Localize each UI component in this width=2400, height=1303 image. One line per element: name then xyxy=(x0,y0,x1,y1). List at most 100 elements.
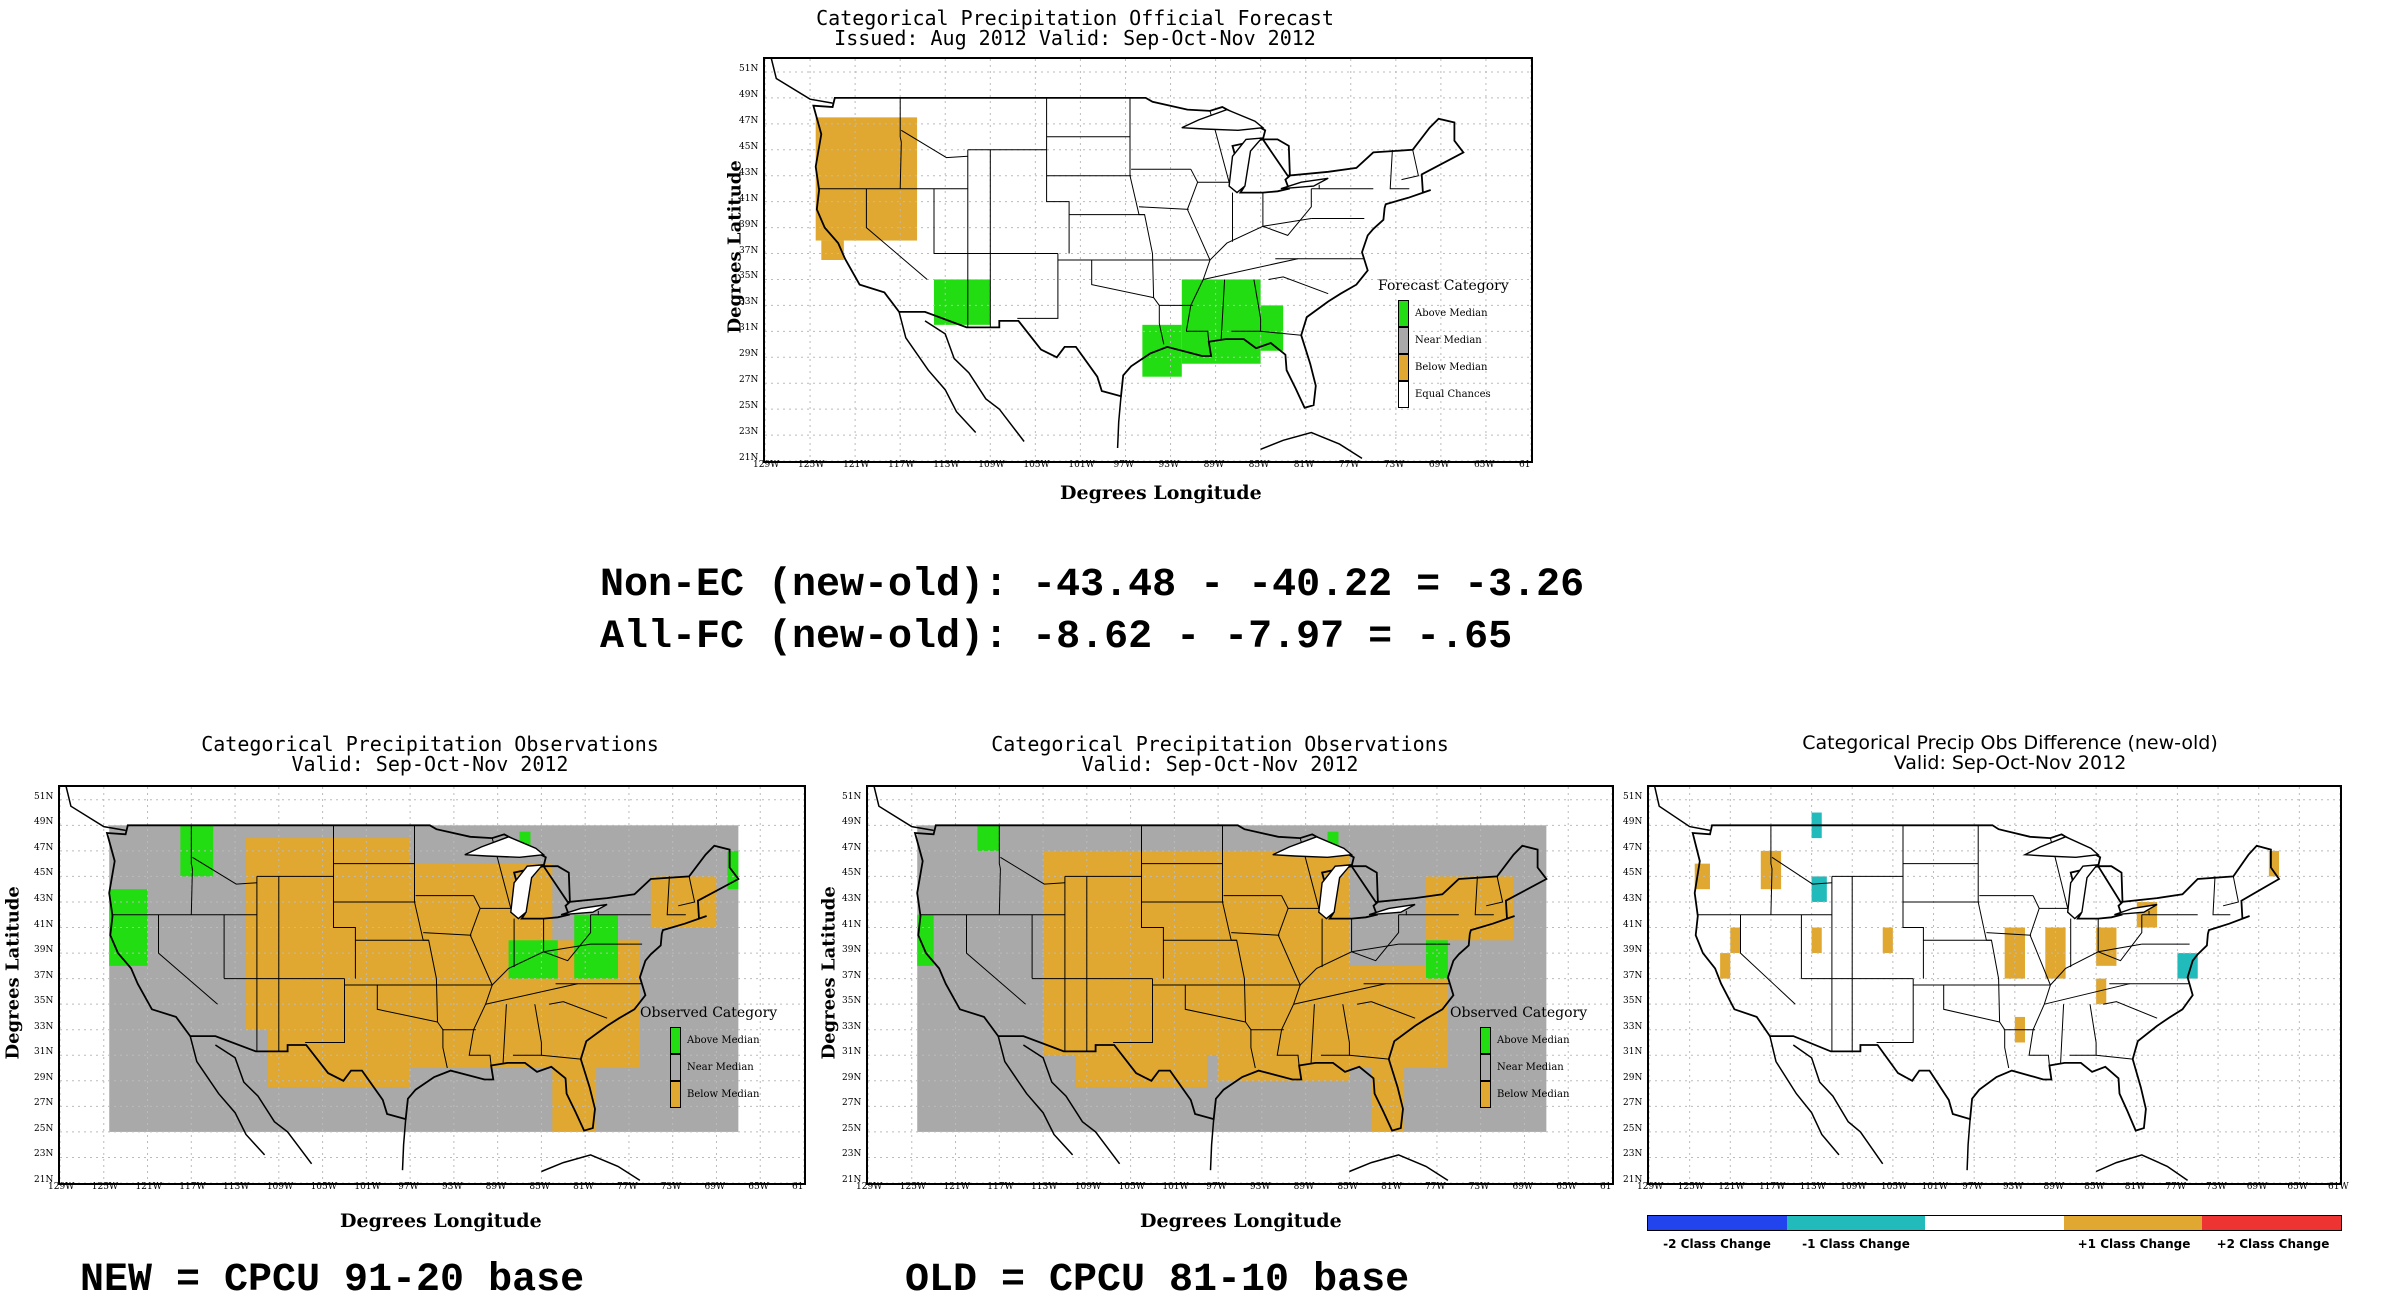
obs-old-x-axis-label: Degrees Longitude xyxy=(1140,1210,1342,1232)
forecast-map-cell-above xyxy=(1260,305,1284,351)
obs-old-map-lat-tick: 29N xyxy=(842,1072,862,1083)
forecast-legend: Forecast Category Above Median Near Medi… xyxy=(1378,278,1509,408)
colorbar-minus2 xyxy=(1648,1216,1787,1230)
forecast-map-state-border xyxy=(1220,279,1226,340)
obs-old-subtitle: Valid: Sep-Oct-Nov 2012 xyxy=(1081,752,1359,776)
obs-old-map-cell-below xyxy=(1349,965,1448,1069)
legend-item-below: Below Median xyxy=(1480,1081,1587,1108)
obs-old-map-state-border xyxy=(1152,984,1246,1023)
obs-old-map-coastline xyxy=(997,1035,1074,1156)
forecast-map-state-border xyxy=(1203,258,1298,280)
diff-map-state-border xyxy=(2096,1054,2133,1060)
diff-colorbar xyxy=(1647,1215,2342,1231)
obs-old-map-state-border xyxy=(998,825,1001,915)
obs-old-map-lon-tick: 129W xyxy=(856,1182,883,1192)
obs-old-map-lon-tick: 85W xyxy=(1337,1182,1359,1192)
diff-map-lat-tick: 49N xyxy=(1623,817,1643,828)
obs-new-map-state-border xyxy=(543,943,591,953)
obs-old-map-state-border xyxy=(1310,1004,1315,1063)
obs-old-map-lat-tick: 27N xyxy=(842,1098,862,1109)
obs-new-map-lat-tick: 43N xyxy=(34,893,54,904)
obs-old-map-lat-tick: 43N xyxy=(842,893,862,904)
diff-map-state-border xyxy=(2060,1004,2065,1063)
obs-new-map-cell-below xyxy=(552,1068,597,1132)
stats-all-fc: All-FC (new-old): -8.62 - -7.97 = -.65 xyxy=(600,615,1513,660)
diff-map-state-border xyxy=(2212,876,2231,916)
forecast-map-lon-tick: 73W xyxy=(1383,460,1405,470)
obs-old-map-lat-tick: 21N xyxy=(842,1175,862,1185)
skill-stats: Non-EC (new-old): -43.48 - -40.22 = -3.2… xyxy=(600,560,1584,664)
obs-new-map-lat-tick: 47N xyxy=(34,842,54,853)
forecast-map-cell-below xyxy=(821,240,844,260)
obs-old-map-svg xyxy=(868,787,1612,1183)
diff-map-state-border xyxy=(2222,876,2239,907)
diff-map-state-border xyxy=(1876,978,1914,1043)
forecast-map-lat-tick: 41N xyxy=(739,193,759,204)
obs-old-map-lon-tick: 93W xyxy=(1249,1182,1271,1192)
forecast-map-cell-above xyxy=(1181,279,1261,364)
diff-map-lon-tick: 93W xyxy=(2002,1182,2024,1192)
diff-map-state-border xyxy=(2103,1001,2158,1019)
obs-new-map-lon-tick: 129W xyxy=(48,1182,75,1192)
obs-new-map-lat-tick: 31N xyxy=(34,1047,54,1058)
diff-map-state-border xyxy=(2028,895,2051,1066)
forecast-map-lon-tick: 113W xyxy=(933,460,960,470)
forecast-title: Categorical Precipitation Official Forec… xyxy=(816,6,1334,30)
forecast-panel: Categorical Precipitation Official Forec… xyxy=(0,0,2400,504)
legend-swatch-above xyxy=(1480,1027,1491,1054)
forecast-map-lat-tick: 45N xyxy=(739,141,759,152)
obs-new-panel: Categorical Precipitation Observations V… xyxy=(0,720,810,1280)
diff-map-state-border xyxy=(2069,1004,2097,1056)
forecast-map-lon-tick: 109W xyxy=(978,460,1005,470)
obs-new-map-lon-tick: 97W xyxy=(398,1182,419,1192)
diff-map-lat-tick: 25N xyxy=(1623,1123,1643,1134)
diff-map-state-border xyxy=(2098,943,2142,953)
diff-map-lat-tick: 41N xyxy=(1623,919,1643,930)
obs-new-y-axis-label: Degrees Latitude xyxy=(2,886,24,1060)
obs-new-map-lon-tick: 117W xyxy=(179,1182,206,1192)
obs-old-map-state-border xyxy=(1349,1054,1389,1060)
obs-new-map-coastline xyxy=(541,1154,641,1182)
obs-old-map-cell-below xyxy=(1075,1055,1208,1088)
obs-old-map-lat-tick: 45N xyxy=(842,868,862,879)
diff-map-lat-tick: 23N xyxy=(1623,1149,1643,1160)
stats-non-ec: Non-EC (new-old): -43.48 - -40.22 = -3.2… xyxy=(600,563,1585,608)
obs-new-map-lon-tick: 61 xyxy=(792,1182,804,1192)
obs-old-map-lon-tick: 61 xyxy=(1600,1182,1612,1192)
forecast-map-state-border xyxy=(899,97,902,189)
obs-new-title: Categorical Precipitation Observations xyxy=(201,732,659,756)
diff-map-lon-tick: 121W xyxy=(1718,1182,1745,1192)
obs-old-map-cell-below xyxy=(1043,850,1219,1056)
forecast-map-lat-tick: 49N xyxy=(739,89,759,100)
obs-new-map-lon-tick: 113W xyxy=(223,1182,250,1192)
colorbar-label-minus1: -1 Class Change xyxy=(1802,1237,1910,1251)
diff-map-coastline xyxy=(1654,787,1711,832)
obs-new-map-state-border xyxy=(190,825,193,915)
obs-new-map-lon-tick: 69W xyxy=(704,1182,726,1192)
obs-old-map-lon-tick: 109W xyxy=(1074,1182,1102,1192)
diff-map-lat-tick: 29N xyxy=(1623,1072,1643,1083)
obs-new-map-state-border xyxy=(158,914,218,1005)
diff-map-state-border xyxy=(1913,984,2000,1023)
obs-new-map-lat-tick: 35N xyxy=(34,996,54,1007)
obs-new-map-cell-above xyxy=(508,940,558,979)
legend-item-above: Above Median xyxy=(1398,300,1509,327)
obs-old-panel: Categorical Precipitation Observations V… xyxy=(810,720,1620,1280)
forecast-map-lat-tick: 51N xyxy=(739,63,759,74)
obs-new-legend-title: Observed Category xyxy=(640,1005,778,1021)
diff-map-state-border xyxy=(1740,914,1796,1005)
forecast-map-state-border xyxy=(1401,149,1419,181)
legend-item-above: Above Median xyxy=(670,1027,777,1054)
diff-map-lon-tick: 89W xyxy=(2043,1182,2065,1192)
diff-map-lon-tick: 85W xyxy=(2084,1182,2105,1192)
forecast-map-cell-above xyxy=(1142,324,1182,377)
colorbar-zero xyxy=(1925,1216,2064,1230)
diff-map-cell-plus1 xyxy=(1720,953,1731,979)
obs-old-map-state-border xyxy=(1222,825,1256,1069)
obs-old-map-lon-tick: 89W xyxy=(1293,1182,1315,1192)
obs-new-map-coastline xyxy=(189,1035,266,1156)
forecast-map-lat-tick: 33N xyxy=(739,297,759,308)
diff-map-lon-tick: 101W xyxy=(1921,1182,1948,1192)
obs-new-map-state-border xyxy=(485,983,578,1005)
diff-map-state-border xyxy=(2044,983,2130,1005)
